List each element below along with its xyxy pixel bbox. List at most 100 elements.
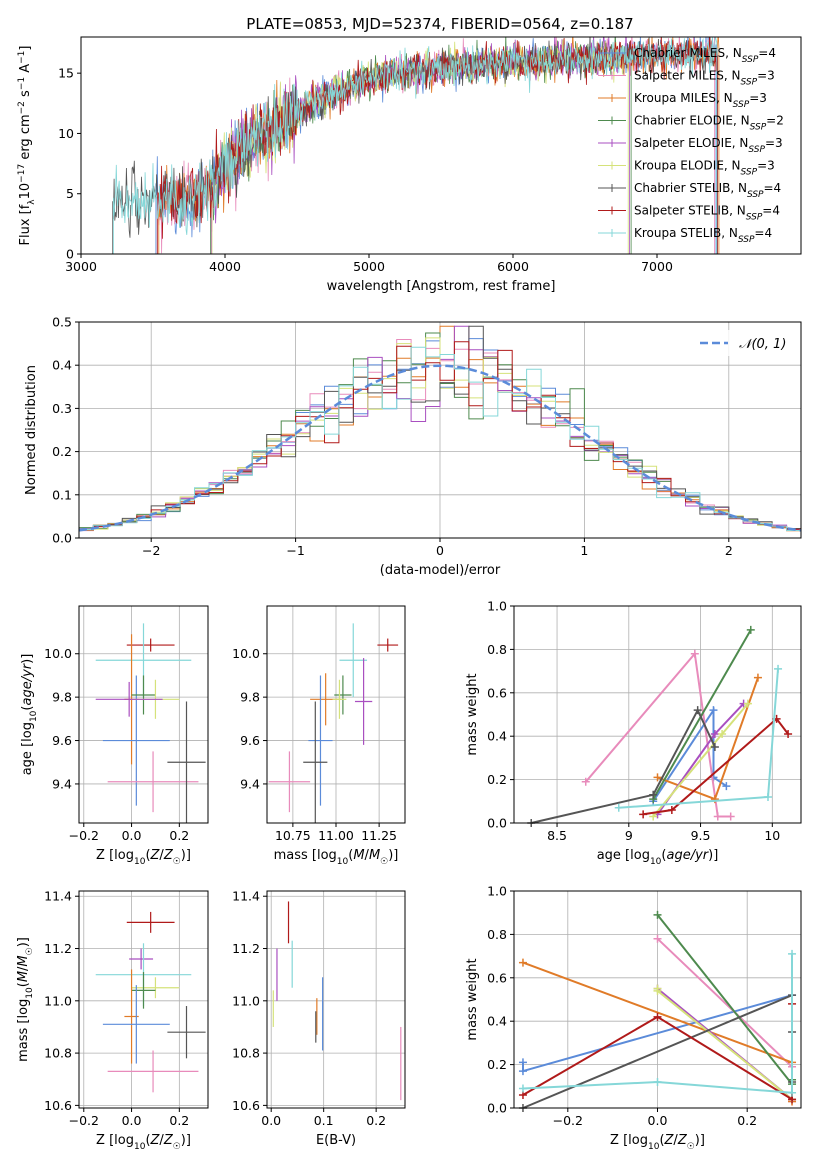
weight-marker [774, 664, 783, 673]
y-tick-label: 0.4 [487, 729, 507, 744]
x-tick-label: 1 [580, 543, 588, 558]
y-tick-label: 9.8 [52, 690, 72, 705]
x-axis-label: wavelength [Angstrom, rest frame] [327, 279, 556, 294]
legend-marker [608, 94, 616, 102]
y-axis-label: mass [log10(M/M☉)] [16, 937, 35, 1062]
y-tick-label: 11.4 [232, 889, 260, 904]
x-tick-label: 0.1 [314, 1113, 334, 1128]
x-tick-label: 11.25 [361, 828, 397, 843]
weight-marker [746, 625, 755, 634]
x-tick-label: 0.0 [261, 1113, 281, 1128]
y-tick-label: 0 [66, 247, 74, 262]
age-vs-metallicity-panel: −0.2 0.0 0.2 9.4 9.6 9.8 10.0 Z [log10(Z/Z☉)] ag… [20, 605, 209, 867]
y-tick-label: 1.0 [487, 884, 507, 899]
y-tick-label: 10.0 [44, 646, 72, 661]
weight-marker [581, 777, 590, 786]
legend-marker [608, 71, 616, 80]
x-tick-label: 0.0 [122, 1113, 142, 1128]
mass-vs-ebv-panel: 0.0 0.1 0.2 10.6 10.8 11.0 11.2 11.4 E(B-V) [232, 889, 406, 1148]
x-tick-label: 0 [436, 543, 444, 558]
weight-marker [518, 1058, 527, 1067]
x-tick-label: 9 [625, 828, 633, 843]
weight-marker [653, 1012, 662, 1021]
weight-marker [518, 958, 527, 967]
weight-marker [710, 730, 719, 739]
x-axis-label: Z [log10(Z/Z☉)] [96, 848, 191, 867]
x-axis-label: (data-model)/error [380, 563, 501, 578]
legend-marker [608, 49, 616, 57]
y-axis-label: mass weight [465, 958, 480, 1040]
y-tick-label: 0.4 [487, 1014, 507, 1029]
x-tick-label: 5000 [353, 259, 385, 274]
y-tick-label: 10 [58, 126, 74, 141]
x-tick-label: −0.2 [69, 1113, 99, 1128]
legend-label: Chabrier ELODIE, NSSP=2 [634, 114, 784, 133]
y-tick-label: 1.0 [487, 599, 507, 614]
weight-marker [726, 812, 735, 821]
weight-marker [693, 706, 702, 715]
weight-marker [743, 699, 752, 708]
axes-frame [266, 890, 406, 1109]
y-tick-label: 9.4 [240, 776, 260, 791]
axes-frame [78, 605, 209, 824]
weight-marker [718, 730, 727, 739]
y-tick-label: 11.4 [44, 889, 72, 904]
x-tick-label: 2 [725, 543, 733, 558]
y-axis-label: age [log10(age/yr)] [20, 654, 39, 776]
x-tick-label: 11.00 [318, 828, 354, 843]
weight-vs-metallicity-panel: −0.2 0.0 0.2 0.0 0.2 0.4 0.6 0.8 1.0 Z [log10(Z/Z… [465, 884, 802, 1152]
y-tick-label: 0.3 [52, 401, 72, 416]
y-tick-label: 0.8 [487, 642, 507, 657]
x-tick-label: −0.2 [553, 1113, 583, 1128]
y-tick-label: 5 [66, 186, 74, 201]
legend-marker [608, 161, 616, 170]
y-tick-label: 9.6 [240, 733, 260, 748]
spectrum-panel: 3000 4000 5000 6000 7000 0 5 10 15 wavelength [An… [17, 36, 802, 294]
y-tick-label: 15 [58, 66, 74, 81]
y-tick-label: 9.8 [240, 690, 260, 705]
weight-marker [653, 773, 662, 782]
weight-marker [653, 986, 662, 995]
legend-marker [608, 229, 616, 237]
y-tick-label: 11.2 [44, 941, 72, 956]
weight-vs-age-panel: 8.5 9 9.5 10 0.0 0.2 0.4 0.6 0.8 1.0 age [log10(ag… [465, 599, 802, 867]
y-tick-label: 0.0 [487, 1101, 507, 1116]
y-tick-label: 10.6 [44, 1098, 72, 1113]
legend-label: Kroupa MILES, NSSP=3 [634, 91, 767, 110]
y-tick-label: 0.2 [487, 772, 507, 787]
y-tick-label: 9.4 [52, 776, 72, 791]
x-axis-label: Z [log10(Z/Z☉)] [610, 1133, 705, 1152]
residuals-panel: −2 −1 0 1 2 0.0 0.1 0.2 0.3 0.4 0.5 (data-model)/er… [24, 315, 802, 578]
y-tick-label: 11.0 [44, 993, 72, 1008]
y-tick-label: 0.8 [487, 927, 507, 942]
legend-marker [608, 139, 616, 147]
x-axis-label: E(B-V) [316, 1133, 356, 1148]
y-tick-label: 0.1 [52, 487, 72, 502]
age-vs-mass-panel: 10.75 11.00 11.25 9.4 9.6 9.8 10.0 mass [log10(… [232, 605, 406, 867]
y-tick-label: 11.0 [232, 993, 260, 1008]
weight-marker [690, 649, 699, 658]
weight-marker [649, 812, 658, 821]
axes-frame [78, 890, 209, 1109]
y-tick-label: 10.6 [232, 1098, 260, 1113]
legend-label: 𝒩(0, 1) [739, 337, 786, 352]
x-tick-label: 8.5 [547, 828, 567, 843]
weight-marker [614, 803, 623, 812]
x-tick-label: 0.2 [169, 1113, 189, 1128]
y-tick-label: 0.6 [487, 970, 507, 985]
spectrum-lines [112, 37, 720, 254]
legend-label: Chabrier MILES, NSSP=4 [634, 46, 776, 65]
x-tick-label: −2 [142, 543, 160, 558]
weight-marker [753, 673, 762, 682]
y-tick-label: 0.0 [52, 531, 72, 546]
x-tick-label: 10.75 [275, 828, 311, 843]
y-tick-label: 10.8 [232, 1046, 260, 1061]
x-tick-label: −0.2 [69, 828, 99, 843]
histogram-step [79, 346, 801, 531]
axes-frame [513, 605, 802, 824]
weight-marker [518, 1084, 527, 1093]
histogram-step [79, 325, 801, 531]
x-tick-label: 9.5 [691, 828, 711, 843]
legend-label: Chabrier STELIB, NSSP=4 [634, 181, 781, 200]
